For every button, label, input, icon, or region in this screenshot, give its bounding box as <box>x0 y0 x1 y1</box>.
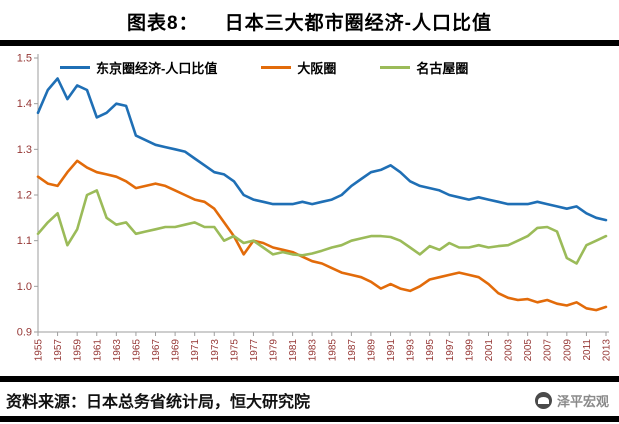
svg-text:1983: 1983 <box>308 339 319 362</box>
chart-title: 图表8： 日本三大都市圈经济-人口比值 <box>0 0 619 40</box>
svg-text:1.3: 1.3 <box>17 144 32 156</box>
footer: 资料来源：日本总务省统计局，恒大研究院 泽平宏观 <box>0 382 619 416</box>
legend-line-swatch-nagoya-icon <box>380 66 411 69</box>
svg-text:1.2: 1.2 <box>17 190 32 202</box>
svg-text:1995: 1995 <box>425 339 436 362</box>
svg-text:2009: 2009 <box>562 339 573 362</box>
svg-text:1959: 1959 <box>73 339 84 362</box>
svg-text:1.4: 1.4 <box>17 98 32 110</box>
chart-title-label: 图表8： <box>127 13 199 34</box>
svg-text:1961: 1961 <box>92 339 103 362</box>
watermark-logo-icon <box>534 391 552 409</box>
svg-text:1.5: 1.5 <box>17 53 32 65</box>
svg-text:1963: 1963 <box>112 339 123 362</box>
svg-text:1965: 1965 <box>131 339 142 362</box>
svg-text:2003: 2003 <box>504 339 515 362</box>
chart-title-text: 日本三大都市圈经济-人口比值 <box>224 13 492 34</box>
svg-text:2005: 2005 <box>523 339 534 362</box>
svg-text:1993: 1993 <box>406 339 417 362</box>
legend-item: 东京圈经济-人口比值 <box>60 58 217 77</box>
svg-text:1975: 1975 <box>229 339 240 362</box>
svg-text:1.0: 1.0 <box>17 281 32 293</box>
svg-text:1967: 1967 <box>151 339 162 362</box>
svg-text:1981: 1981 <box>288 339 299 362</box>
svg-text:1969: 1969 <box>171 339 182 362</box>
svg-text:1999: 1999 <box>464 339 475 362</box>
top-divider <box>0 40 619 46</box>
chart-canvas: 0.9 1.0 1.1 1.2 1.3 1.4 1.5 1955 1957 1959 1961 196… <box>17 53 613 362</box>
legend-label-tokyo: 东京圈经济-人口比值 <box>96 61 218 76</box>
svg-text:1991: 1991 <box>386 339 397 362</box>
bottom-divider <box>0 376 619 382</box>
svg-text:1997: 1997 <box>445 339 456 362</box>
legend-line-swatch-tokyo-icon <box>60 66 90 69</box>
svg-text:2001: 2001 <box>484 339 495 362</box>
svg-text:1.1: 1.1 <box>17 235 32 247</box>
legend-item: 名古屋圈 <box>380 58 468 77</box>
svg-text:1971: 1971 <box>190 339 201 362</box>
svg-text:1977: 1977 <box>249 339 260 362</box>
svg-text:1985: 1985 <box>327 339 338 362</box>
legend-line-swatch-osaka-icon <box>261 66 292 69</box>
legend-label-nagoya: 名古屋圈 <box>416 61 469 76</box>
source-text: 资料来源：日本总务省统计局，恒大研究院 <box>6 394 311 411</box>
svg-text:1973: 1973 <box>210 339 221 362</box>
svg-text:0.9: 0.9 <box>17 327 32 339</box>
svg-text:1957: 1957 <box>53 339 64 362</box>
watermark: 泽平宏观 <box>534 391 609 410</box>
chart-legend: 东京圈经济-人口比值 大阪圈 名古屋圈 <box>60 58 468 77</box>
svg-text:1987: 1987 <box>347 339 358 362</box>
svg-text:2011: 2011 <box>582 339 593 361</box>
footer-divider <box>0 416 619 422</box>
svg-text:2013: 2013 <box>602 339 613 362</box>
legend-item: 大阪圈 <box>261 58 336 77</box>
svg-text:2007: 2007 <box>543 339 554 362</box>
watermark-text: 泽平宏观 <box>556 393 609 409</box>
svg-text:1979: 1979 <box>269 339 280 362</box>
svg-text:1955: 1955 <box>34 339 45 362</box>
legend-label-osaka: 大阪圈 <box>297 61 337 76</box>
svg-text:1989: 1989 <box>366 339 377 362</box>
line-chart: 0.9 1.0 1.1 1.2 1.3 1.4 1.5 1955 1957 1959 1961 196… <box>0 46 619 376</box>
